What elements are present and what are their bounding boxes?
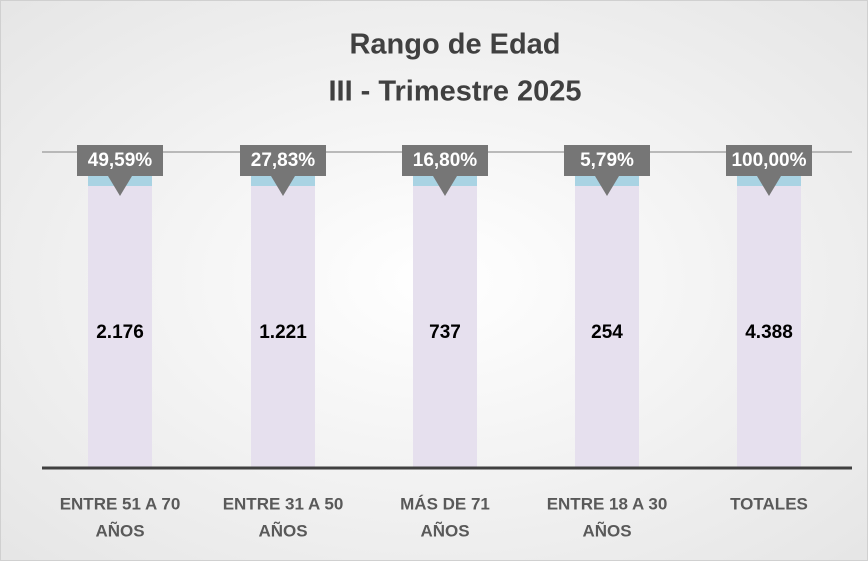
- callout-arrow: [433, 176, 457, 196]
- bar: [575, 168, 639, 468]
- value-label: 737: [429, 322, 461, 343]
- chart-subtitle: III - Trimestre 2025: [328, 76, 581, 108]
- percentage-label: 100,00%: [731, 150, 806, 171]
- callout-box: [726, 145, 812, 176]
- value-label: 4.388: [745, 322, 793, 343]
- x-tick-label: TOTALES: [730, 494, 808, 513]
- x-tick-label: AÑOS: [95, 520, 144, 540]
- callout-arrow: [757, 176, 781, 196]
- percentage-label: 27,83%: [251, 150, 316, 171]
- bar: [251, 168, 315, 468]
- percentage-label: 5,79%: [580, 150, 634, 171]
- bar: [88, 168, 152, 468]
- callout-box: [564, 145, 650, 176]
- value-label: 2.176: [96, 322, 144, 343]
- x-tick-label: ENTRE 51 A 70: [60, 494, 181, 513]
- x-tick-label: MÁS DE 71: [400, 494, 490, 513]
- x-tick-label: AÑOS: [420, 520, 469, 540]
- callout-box: [402, 145, 488, 176]
- value-label: 1.221: [259, 322, 307, 343]
- x-tick-label: ENTRE 18 A 30: [547, 494, 668, 513]
- x-tick-label: AÑOS: [582, 520, 631, 540]
- callout-arrow: [595, 176, 619, 196]
- bars: [88, 168, 801, 468]
- x-tick-label: AÑOS: [258, 520, 307, 540]
- labels: 49,59% 2.176 ENTRE 51 A 70 AÑOS 27,83% 1.221 E…: [60, 145, 812, 540]
- x-tick-label: ENTRE 31 A 50: [223, 494, 344, 513]
- value-label: 254: [591, 322, 623, 343]
- callout-arrow: [271, 176, 295, 196]
- percentage-label: 16,80%: [413, 150, 478, 171]
- callout-arrow: [108, 176, 132, 196]
- chart-title: Rango de Edad: [349, 29, 560, 61]
- bar: [413, 168, 477, 468]
- percentage-label: 49,59%: [88, 150, 153, 171]
- callout-box: [77, 145, 163, 176]
- bar: [737, 168, 801, 468]
- callout-box: [240, 145, 326, 176]
